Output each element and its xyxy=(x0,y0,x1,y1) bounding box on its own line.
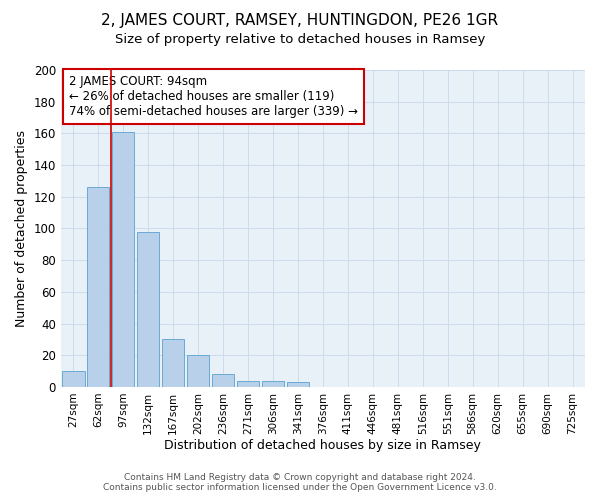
Bar xyxy=(187,356,209,387)
X-axis label: Distribution of detached houses by size in Ramsey: Distribution of detached houses by size … xyxy=(164,440,481,452)
Bar xyxy=(287,382,309,387)
Text: Contains HM Land Registry data © Crown copyright and database right 2024.
Contai: Contains HM Land Registry data © Crown c… xyxy=(103,473,497,492)
Text: 2, JAMES COURT, RAMSEY, HUNTINGDON, PE26 1GR: 2, JAMES COURT, RAMSEY, HUNTINGDON, PE26… xyxy=(101,12,499,28)
Bar xyxy=(212,374,234,387)
Y-axis label: Number of detached properties: Number of detached properties xyxy=(15,130,28,327)
Bar xyxy=(262,380,284,387)
Text: Size of property relative to detached houses in Ramsey: Size of property relative to detached ho… xyxy=(115,32,485,46)
Bar xyxy=(137,232,160,387)
Bar xyxy=(112,132,134,387)
Bar xyxy=(87,188,109,387)
Bar xyxy=(62,371,85,387)
Text: 2 JAMES COURT: 94sqm
← 26% of detached houses are smaller (119)
74% of semi-deta: 2 JAMES COURT: 94sqm ← 26% of detached h… xyxy=(68,75,358,118)
Bar xyxy=(162,340,184,387)
Bar xyxy=(237,380,259,387)
